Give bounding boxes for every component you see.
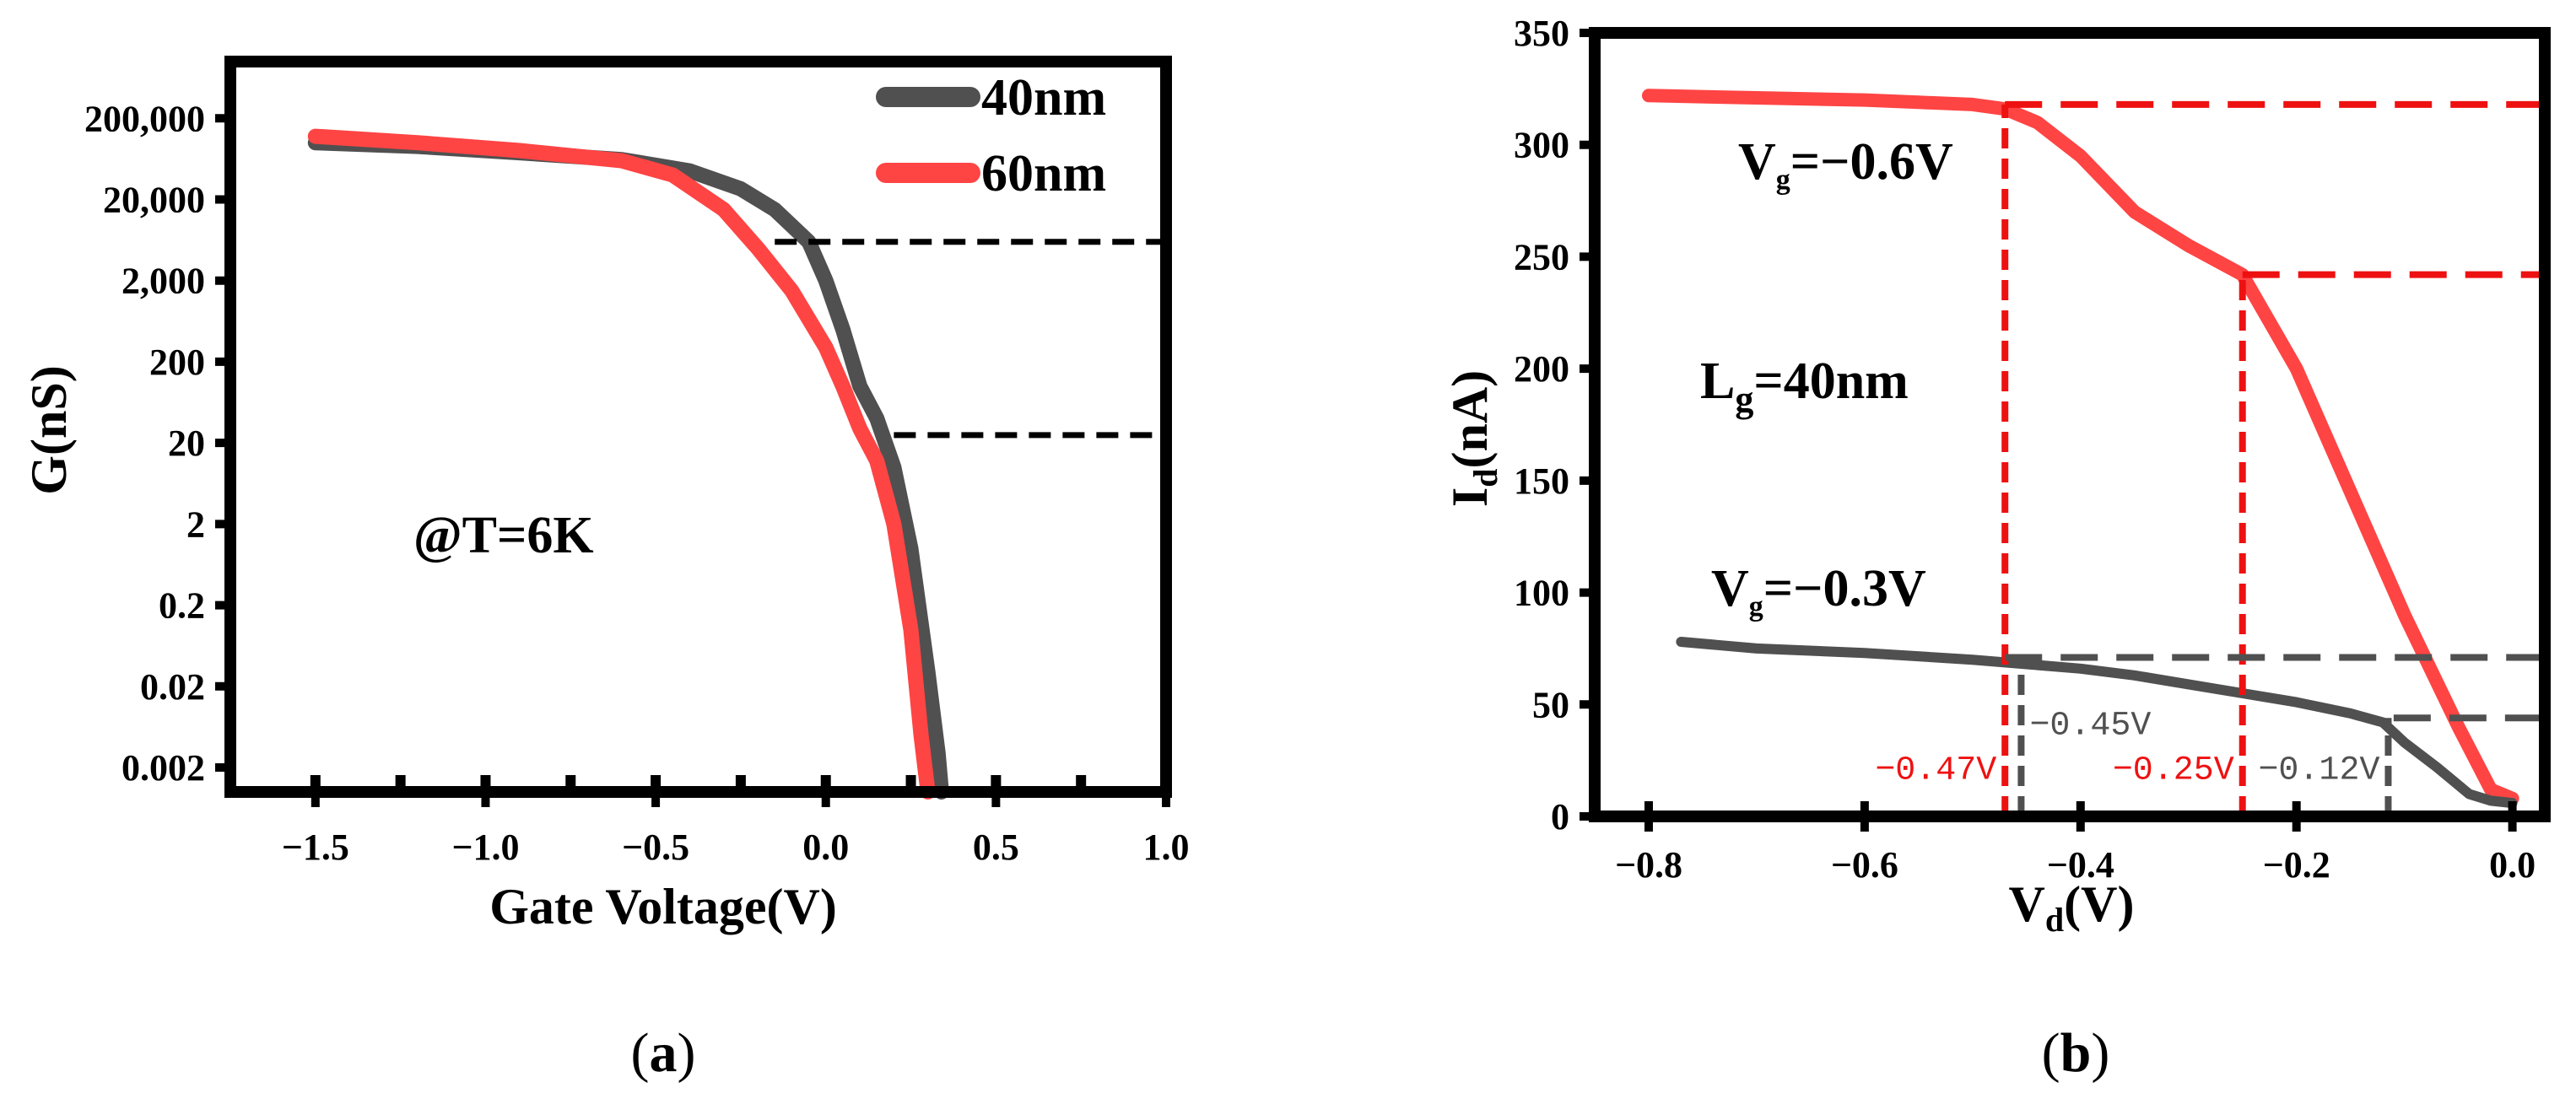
x-tick-label: −1.0 xyxy=(451,827,519,868)
series-label-vg-0.6-tail: =−0.6V xyxy=(1790,133,1953,191)
caption-a-letter: a xyxy=(650,1022,678,1084)
panel-b-y-axis-title-sub: d xyxy=(1466,469,1504,487)
caption-b: (b) xyxy=(2042,1022,2110,1084)
legend-60nm-label: 60nm xyxy=(981,145,1106,202)
y-tick-label: 200 xyxy=(1514,348,1569,390)
panel-a-y-ticks: 0.002 0.02 0.2 2 20 200 2,000 20,000 200,000 xyxy=(84,98,230,789)
panel-b-x-axis-title: Vd(V) xyxy=(2009,876,2135,939)
caption-b-letter: b xyxy=(2060,1022,2092,1084)
value-label: −0.12V xyxy=(2258,752,2379,790)
legend-40nm-label: 40nm xyxy=(981,69,1106,127)
y-tick-label: 350 xyxy=(1514,13,1569,54)
value-label: −0.25V xyxy=(2113,752,2234,790)
panel-b-gate-length-sub: g xyxy=(1735,379,1753,420)
x-tick-label: −0.6 xyxy=(1831,844,1898,886)
series-label-vg-0.6-sub: g xyxy=(1776,164,1790,196)
panel-a-x-ticks: −1.5 −1.0 −0.5 0.0 0.5 1.0 xyxy=(282,775,1190,868)
panel-a-reference-lines xyxy=(775,239,1166,439)
y-tick-label: 0 xyxy=(1551,796,1569,837)
y-tick-label: 0.02 xyxy=(140,666,205,708)
panel-b-y-axis-title-main: I xyxy=(1442,487,1498,507)
x-tick-label: −0.2 xyxy=(2263,844,2330,886)
panel-a-series-group xyxy=(307,128,949,800)
panel-b-plot-frame xyxy=(1589,27,2551,822)
panel-b-x-axis-title-tail: (V) xyxy=(2064,876,2134,932)
y-tick-label: 20 xyxy=(168,423,205,464)
y-tick-label: 20,000 xyxy=(103,179,205,220)
series-label-vg-0.3-tail: =−0.3V xyxy=(1763,560,1926,617)
y-tick-label: 250 xyxy=(1514,236,1569,277)
caption-b-close: ) xyxy=(2091,1022,2109,1084)
panel-b-y-ticks: 0 50 100 150 200 250 300 350 xyxy=(1514,13,1595,837)
y-tick-label: 0.2 xyxy=(159,585,205,627)
x-tick-label: −1.5 xyxy=(282,827,349,868)
y-tick-label: 0.002 xyxy=(122,747,205,789)
panel-b-y-axis-title: Id(nA) xyxy=(1442,370,1504,507)
y-tick-label: 100 xyxy=(1514,573,1569,614)
panel-b-y-axis-title-tail: (nA) xyxy=(1442,370,1498,469)
x-tick-label: 0.0 xyxy=(2489,844,2535,886)
panel-b-x-axis-title-sub: d xyxy=(2045,901,2064,939)
y-tick-label: 150 xyxy=(1514,460,1569,502)
panel-b-gate-length-tail: =40nm xyxy=(1753,353,1908,410)
series-line-60nm xyxy=(307,128,936,800)
panel-b-series-group xyxy=(1642,89,2519,809)
y-tick-label: 2 xyxy=(186,504,205,545)
y-tick-label: 200 xyxy=(149,342,205,383)
panel-a-y-axis-title: G(nS) xyxy=(21,365,77,494)
panel-a-plot-frame xyxy=(224,56,1172,798)
panel-b-gate-length-annotation: Lg=40nm xyxy=(1700,353,1909,420)
panel-b-x-axis-title-main: V xyxy=(2009,876,2045,932)
x-tick-label: −0.8 xyxy=(1615,844,1682,886)
x-tick-label: 0.5 xyxy=(973,827,1019,868)
x-tick-label: 1.0 xyxy=(1143,827,1190,868)
series-label-vg-0.3: Vg=−0.3V xyxy=(1711,560,1926,622)
series-label-vg-0.6-main: V xyxy=(1738,133,1776,191)
caption-a-open: ( xyxy=(631,1022,650,1084)
series-label-vg-0.3-sub: g xyxy=(1749,591,1763,622)
panel-a-x-axis-title: Gate Voltage(V) xyxy=(489,879,837,934)
value-label: −0.45V xyxy=(2029,708,2151,746)
panel-b-gate-length-main: L xyxy=(1700,353,1735,410)
panel-a-legend: 40nm 60nm xyxy=(876,69,1106,202)
caption-b-open: ( xyxy=(2042,1022,2060,1084)
y-tick-label: 50 xyxy=(1532,684,1569,725)
series-line-Vg=−0.6V xyxy=(1642,89,2519,805)
value-label: −0.47V xyxy=(1875,752,1996,790)
panel-a-conductance-chart: −1.5 −1.0 −0.5 0.0 0.5 1.0 0.002 0.02 0.2 2 20 200… xyxy=(21,56,1190,1084)
caption-a-close: ) xyxy=(678,1022,696,1084)
panel-b-current-chart: −0.8 −0.6 −0.4 −0.2 0.0 0 50 100 150 200 250 300 35… xyxy=(1442,13,2551,1084)
y-tick-label: 200,000 xyxy=(84,98,205,139)
x-tick-label: −0.5 xyxy=(622,827,689,868)
panel-b-value-labels: −0.47V −0.45V −0.25V −0.12V xyxy=(1875,708,2379,790)
y-tick-label: 300 xyxy=(1514,125,1569,166)
x-tick-label: 0.0 xyxy=(802,827,849,868)
series-label-vg-0.3-main: V xyxy=(1711,560,1749,617)
panel-b-x-ticks: −0.8 −0.6 −0.4 −0.2 0.0 xyxy=(1615,801,2535,886)
series-label-vg-0.6: Vg=−0.6V xyxy=(1738,133,1953,196)
panel-a-temperature-annotation: @T=6K xyxy=(413,507,594,564)
caption-a: (a) xyxy=(631,1022,696,1084)
x-tick-label: −0.4 xyxy=(2047,844,2114,886)
y-tick-label: 2,000 xyxy=(122,261,205,302)
panel-b-reference-lines xyxy=(2001,100,2545,816)
